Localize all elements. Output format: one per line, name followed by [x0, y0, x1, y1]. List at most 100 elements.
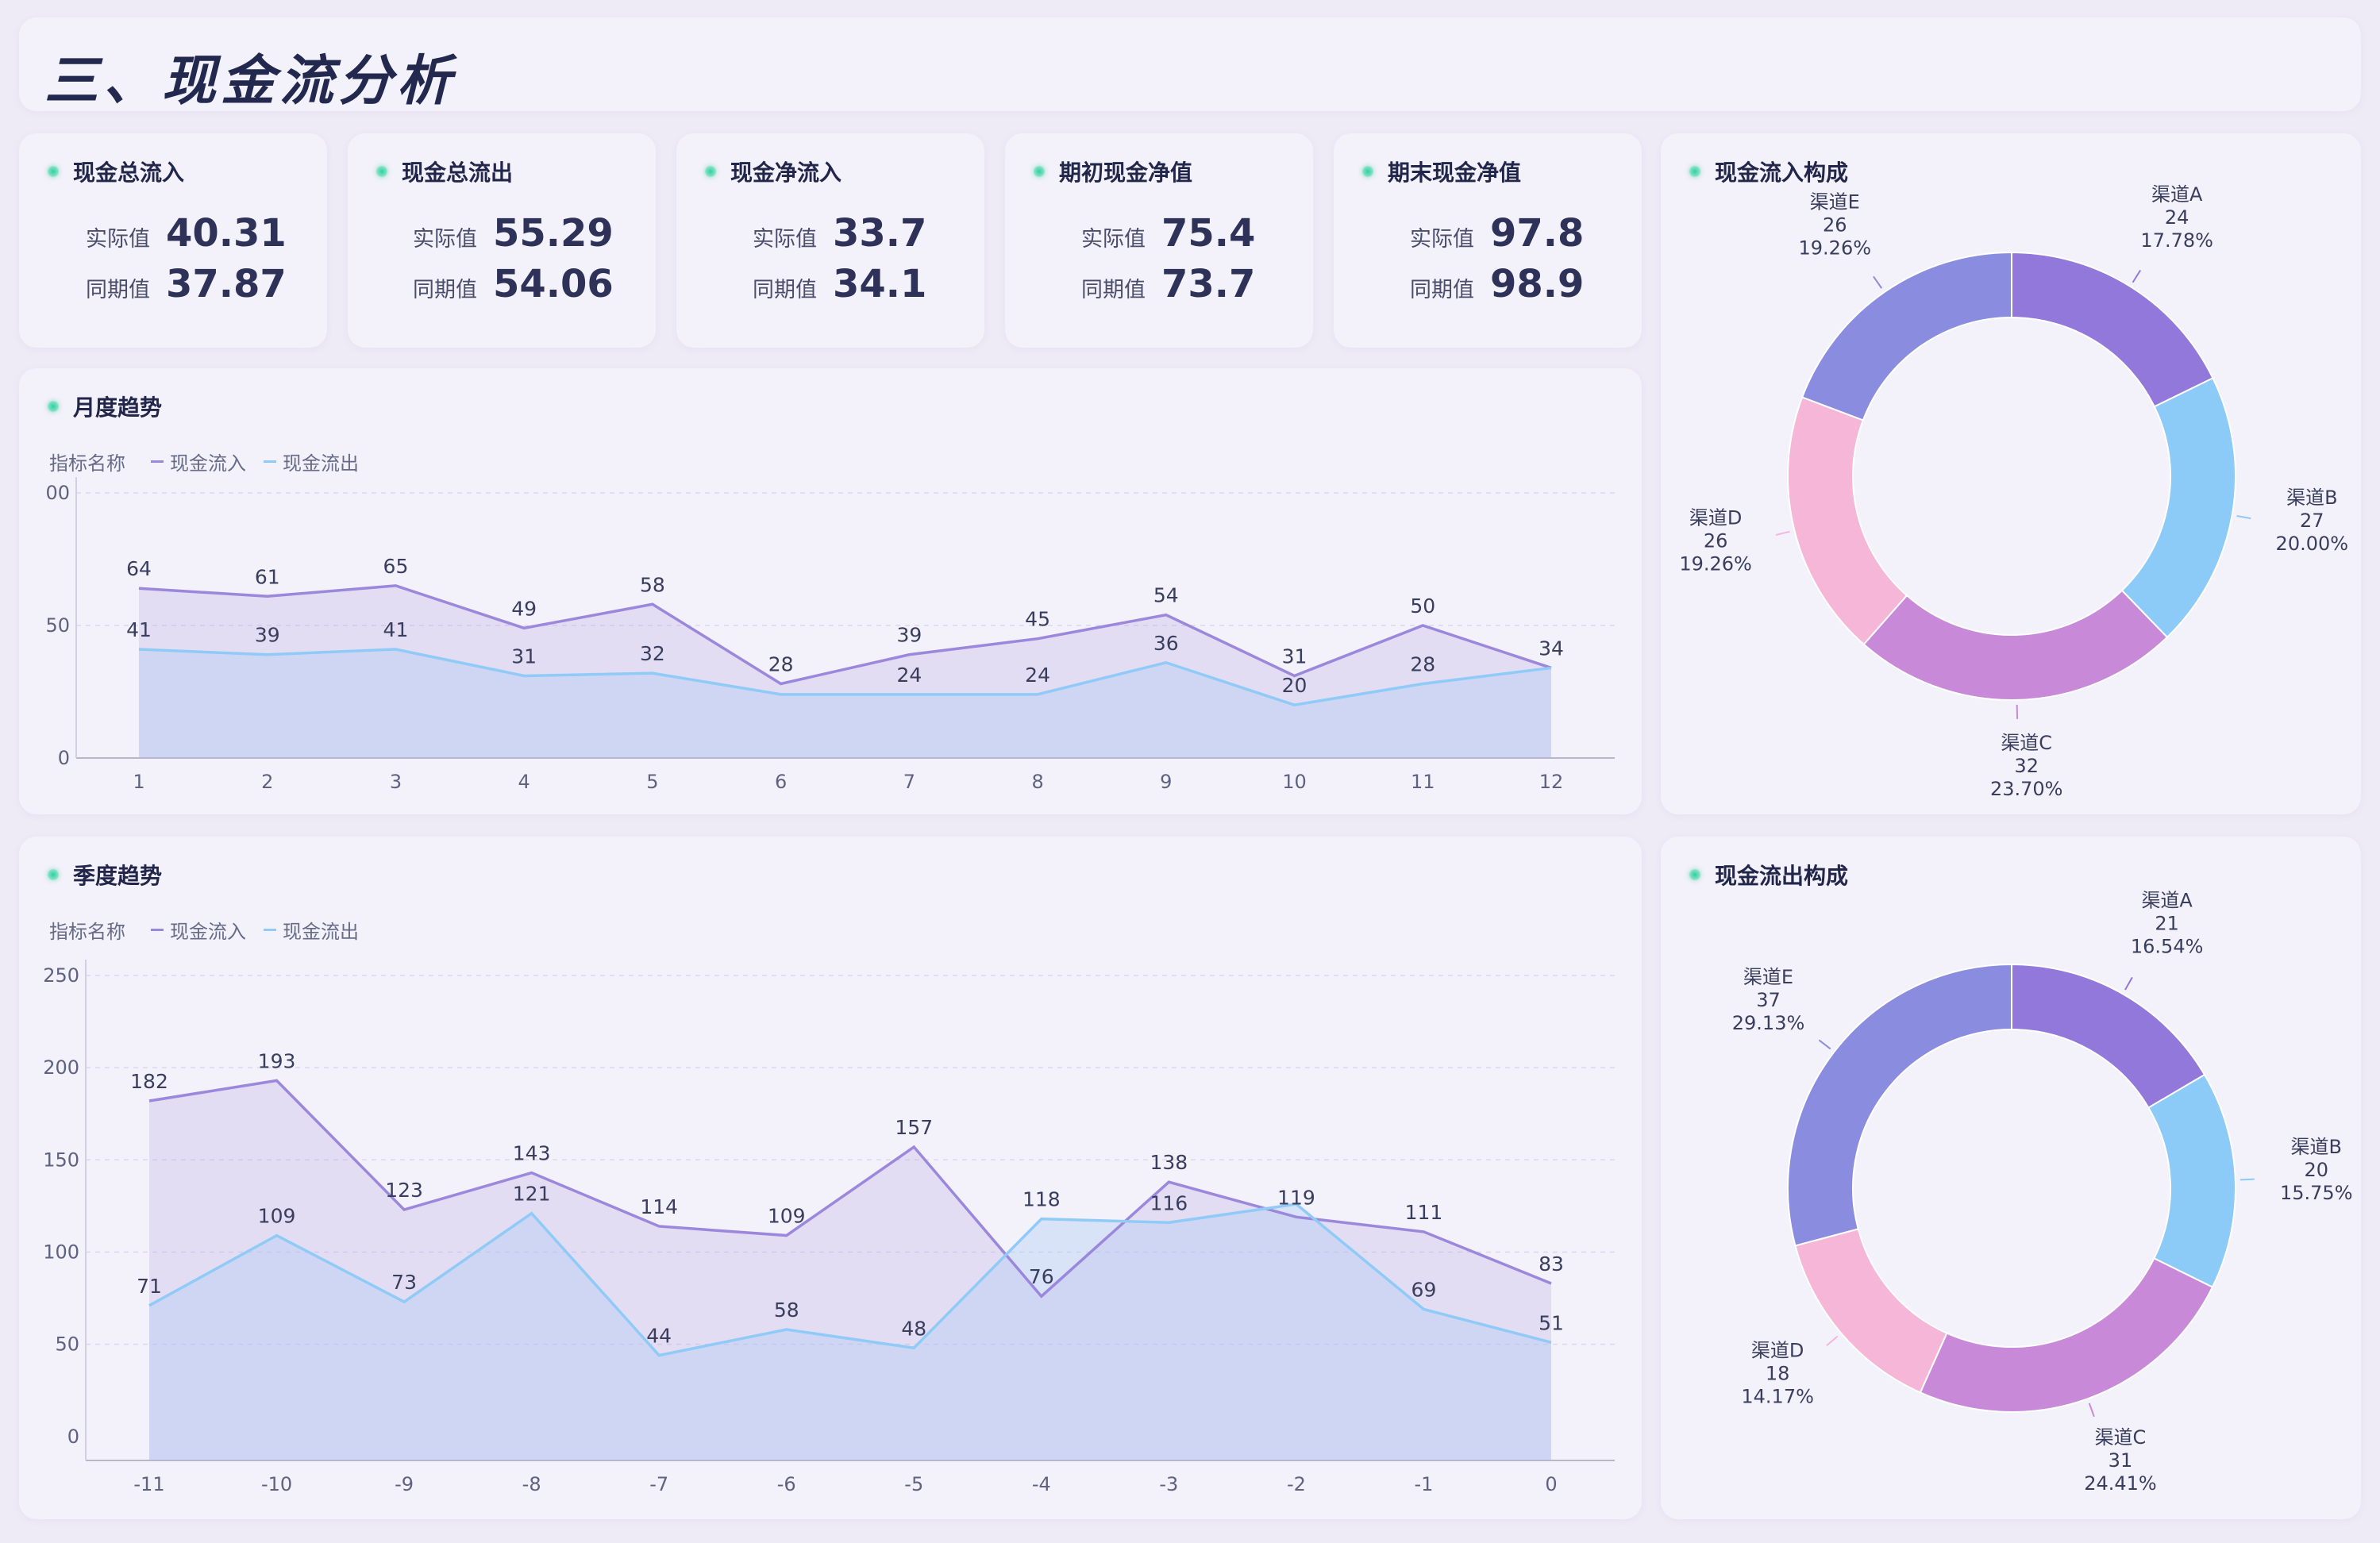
kpi-actual-value: 40.31 [166, 211, 287, 256]
pie-label-text: 16.54% [2131, 935, 2204, 957]
x-tick-label: -2 [1287, 1473, 1306, 1495]
pie-label-leader [1826, 1335, 1839, 1347]
outflow-data-label: 48 [901, 1317, 926, 1340]
inflow-data-label: 119 [1277, 1186, 1315, 1209]
x-tick-label: -4 [1032, 1473, 1051, 1495]
pie-label-leader [2088, 1403, 2095, 1418]
pie-label-text: 20.00% [2276, 533, 2349, 555]
x-tick-label: -3 [1159, 1473, 1178, 1495]
y-tick-label: 50 [55, 1333, 79, 1356]
pie-label-text: 渠道C [2001, 732, 2052, 754]
kpi-prev-value: 98.9 [1490, 262, 1585, 306]
legend-item-outflow[interactable]: 现金流出 [283, 452, 359, 475]
kpi-actual-label: 实际值 [1410, 227, 1474, 252]
pie-label-text: 15.75% [2280, 1182, 2353, 1204]
status-dot-icon [705, 166, 716, 177]
kpi-actual-label: 实际值 [413, 227, 477, 252]
outflow-series-line [138, 648, 1552, 706]
outflow-data-label: 116 [1150, 1191, 1188, 1214]
kpi-actual-row: 实际值 75.4 [1081, 211, 1255, 256]
outflow-data-label: 69 [1411, 1278, 1437, 1301]
kpi-prev-label: 同期值 [753, 278, 817, 302]
inflow-data-label: 157 [895, 1116, 933, 1139]
x-tick-label: 3 [390, 771, 402, 793]
inflow-area [149, 1080, 1551, 1460]
pie-label-text: 渠道B [2286, 487, 2337, 509]
pie-label-leader [2124, 976, 2133, 991]
inflow-data-label: 34 [1539, 637, 1564, 660]
legend-swatch-inflow [151, 460, 164, 463]
outflow-data-label: 41 [126, 618, 152, 641]
pie-label-text: 24 [2165, 206, 2189, 229]
chart-title: 现金流出构成 [1715, 863, 1849, 889]
inflow-composition-card: 现金流入构成 渠道A 24 17.78% 渠道B 27 20.00% 渠道C 32 23.70%… [1661, 133, 2361, 814]
kpi-prev-row: 同期值 98.9 [1410, 262, 1584, 306]
status-dot-icon [1034, 166, 1045, 177]
legend-title: 指标名称 [49, 921, 125, 943]
pie-label-text: 19.26% [1799, 237, 1872, 259]
pie-label-text: 渠道A [2151, 183, 2203, 206]
kpi-actual-label: 实际值 [753, 227, 817, 252]
inflow-data-label: 138 [1150, 1151, 1188, 1174]
y-tick-label: 00 [45, 482, 70, 504]
kpi-prev-value: 34.1 [833, 262, 927, 306]
inflow-data-label: 45 [1025, 608, 1050, 631]
pie-label-text: 26 [1704, 529, 1728, 552]
legend-item-inflow[interactable]: 现金流入 [170, 921, 246, 943]
kpi-title: 期初现金净值 [1059, 160, 1193, 186]
outflow-data-label: 51 [1539, 1311, 1564, 1334]
x-tick-label: 12 [1539, 771, 1564, 793]
inflow-data-label: 143 [513, 1142, 551, 1165]
chart-title: 季度趋势 [73, 863, 163, 889]
kpi-actual-value: 75.4 [1161, 211, 1256, 256]
pie-label-text: 17.78% [2140, 229, 2213, 252]
outflow-composition-card: 现金流出构成 渠道A 21 16.54% 渠道B 20 15.75% 渠道C 31 24.41%… [1661, 837, 2361, 1519]
kpi-actual-label: 实际值 [1081, 227, 1146, 252]
pie-label-text: 渠道E [1743, 966, 1793, 988]
kpi-actual-row: 实际值 55.29 [413, 211, 614, 256]
pie-label-leader [2236, 515, 2251, 520]
x-tick-label: 0 [1545, 1473, 1557, 1495]
kpi-prev-label: 同期值 [1081, 278, 1146, 302]
pie-label-text: 31 [2108, 1449, 2133, 1472]
inflow-data-label: 50 [1410, 594, 1435, 618]
inflow-series-line [138, 584, 1552, 686]
status-dot-icon [48, 401, 59, 412]
pie-label-text: 19.26% [1679, 552, 1752, 575]
kpi-prev-value: 37.87 [166, 262, 287, 306]
kpi-prev-row: 同期值 37.87 [86, 262, 287, 306]
inflow-area [139, 585, 1551, 758]
x-tick-label: 8 [1031, 771, 1043, 793]
outflow-area [149, 1204, 1551, 1460]
x-tick-label: -10 [261, 1473, 292, 1495]
outflow-data-label: 20 [1282, 674, 1307, 697]
chart-legend: 指标名称 现金流入 现金流出 [49, 916, 359, 944]
pie-slice-渠道C [1919, 1257, 2214, 1413]
outflow-data-label: 24 [1025, 664, 1050, 687]
kpi-actual-value: 55.29 [493, 211, 614, 256]
kpi-prev-row: 同期值 54.06 [413, 262, 614, 306]
legend-item-inflow[interactable]: 现金流入 [170, 452, 246, 475]
outflow-data-label: 36 [1153, 632, 1179, 655]
status-dot-icon [48, 869, 59, 880]
pie-label-leader [1873, 275, 1883, 289]
kpi-title: 期末现金净值 [1388, 160, 1522, 186]
y-tick-label: 200 [43, 1056, 79, 1079]
legend-item-outflow[interactable]: 现金流出 [283, 921, 359, 943]
kpi-prev-label: 同期值 [1410, 278, 1474, 302]
outflow-data-label: 31 [511, 645, 537, 668]
status-dot-icon [48, 166, 59, 177]
kpi-card-closing: 期末现金净值 实际值 97.8 同期值 98.9 [1334, 133, 1642, 348]
x-tick-label: -6 [777, 1473, 796, 1495]
